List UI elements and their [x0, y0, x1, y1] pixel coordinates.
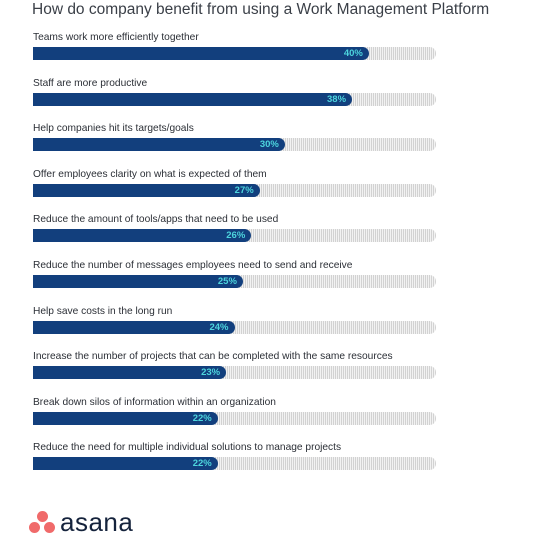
bar: 22% [33, 411, 218, 425]
bar-value-label: 27% [234, 184, 254, 196]
bar: 24% [33, 320, 235, 334]
bar-track: 22% [33, 411, 436, 425]
bar: 26% [33, 229, 252, 243]
bar-label: Offer employees clarity on what is expec… [33, 168, 267, 180]
bar-track: 24% [33, 320, 436, 334]
bar: 38% [33, 92, 353, 106]
bar-value-label: 40% [343, 48, 363, 59]
bar-label: Increase the number of projects that can… [33, 351, 393, 363]
asana-logo: asana [28, 509, 133, 535]
bar-label: Help companies hit its targets/goals [33, 123, 194, 135]
bar-value-label: 25% [217, 276, 237, 287]
bar-track: 30% [33, 138, 436, 152]
asana-wordmark: asana [60, 507, 134, 537]
bar-label: Staff are more productive [33, 77, 148, 89]
bar: 27% [33, 183, 260, 197]
bar-label: Break down silos of information within a… [33, 396, 276, 408]
bar: 30% [33, 138, 285, 152]
bar-chart: Teams work more efficiently together 40% S… [33, 32, 436, 471]
bar: 40% [33, 47, 369, 60]
bar-label: Help save costs in the long run [33, 305, 173, 317]
bar-label: Reduce the need for multiple individual … [33, 442, 342, 454]
bar-track: 38% [33, 92, 436, 106]
bar-track: 40% [33, 47, 436, 60]
bar-track: 27% [33, 183, 436, 197]
chart-title: How do company benefit from using a Work… [32, 1, 490, 18]
bar: 23% [33, 366, 227, 380]
asana-three-dots-icon [28, 509, 56, 535]
bar-value-label: 30% [259, 139, 279, 151]
bar: 25% [33, 275, 243, 288]
bar-value-label: 22% [192, 458, 212, 470]
bar-value-label: 24% [209, 321, 229, 333]
bar-label: Reduce the amount of tools/apps that nee… [33, 214, 279, 226]
bar-value-label: 26% [226, 230, 246, 242]
bar-value-label: 38% [327, 93, 347, 105]
bar: 22% [33, 457, 218, 471]
bar-track: 22% [33, 457, 436, 471]
bar-track: 23% [33, 366, 436, 380]
bar-value-label: 23% [201, 367, 221, 379]
bar-label: Reduce the number of messages employees … [33, 260, 353, 271]
bar-label: Teams work more efficiently together [33, 32, 199, 43]
bar-value-label: 22% [192, 412, 212, 424]
bar-track: 26% [33, 229, 436, 243]
bar-track: 25% [33, 275, 436, 288]
